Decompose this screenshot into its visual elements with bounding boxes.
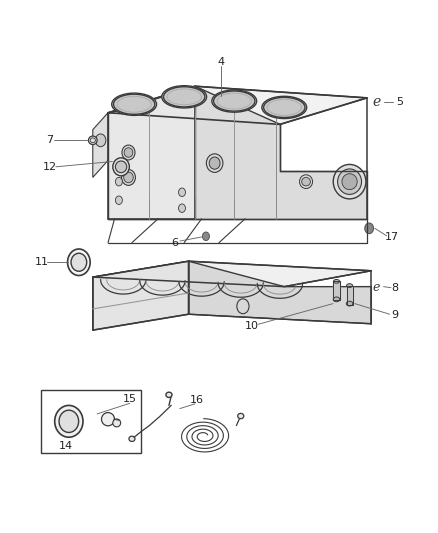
Ellipse shape [333,279,339,283]
Ellipse shape [166,392,172,398]
Text: 6: 6 [171,238,178,248]
Circle shape [237,299,249,314]
Text: e: e [372,95,381,109]
Polygon shape [333,281,339,301]
Circle shape [95,134,106,147]
Bar [41,390,141,453]
Text: 14: 14 [59,441,73,451]
Ellipse shape [55,406,83,437]
Ellipse shape [264,98,305,117]
Text: 7: 7 [46,135,54,146]
Text: 16: 16 [190,395,204,405]
Ellipse shape [124,148,133,157]
Ellipse shape [302,177,311,186]
Text: 17: 17 [385,232,399,243]
Ellipse shape [346,284,353,287]
Ellipse shape [163,87,205,107]
Ellipse shape [333,165,366,199]
Text: 12: 12 [43,162,57,172]
Text: 4: 4 [218,58,225,67]
Ellipse shape [67,249,90,276]
Circle shape [365,223,374,233]
Polygon shape [195,86,367,219]
Text: e: e [373,281,380,294]
Polygon shape [108,86,195,219]
Ellipse shape [262,96,307,118]
Ellipse shape [212,90,257,112]
Text: 10: 10 [245,321,259,331]
Text: 5: 5 [396,97,403,107]
Circle shape [116,177,122,186]
Ellipse shape [113,158,129,176]
Ellipse shape [116,161,127,173]
Polygon shape [108,86,367,124]
Ellipse shape [209,157,220,169]
Ellipse shape [59,410,79,432]
Ellipse shape [113,419,120,427]
Ellipse shape [346,301,353,306]
Circle shape [179,204,185,213]
Ellipse shape [342,174,357,190]
Ellipse shape [88,136,97,144]
Ellipse shape [129,436,135,441]
Ellipse shape [338,169,361,195]
Ellipse shape [162,86,207,108]
Ellipse shape [333,297,340,302]
Text: 11: 11 [35,257,49,267]
Circle shape [202,232,209,240]
Ellipse shape [206,154,223,172]
Ellipse shape [214,91,255,111]
Ellipse shape [112,93,156,115]
Polygon shape [93,261,371,287]
Ellipse shape [238,414,244,419]
Ellipse shape [102,413,115,426]
Polygon shape [93,113,108,177]
Ellipse shape [300,175,313,189]
Polygon shape [188,261,371,324]
Polygon shape [93,261,188,330]
Ellipse shape [122,145,135,160]
Polygon shape [346,286,353,305]
Ellipse shape [71,253,87,271]
Ellipse shape [121,169,135,185]
Circle shape [179,188,185,197]
Circle shape [116,196,122,205]
Text: 8: 8 [392,282,399,293]
Text: 9: 9 [392,310,399,320]
Ellipse shape [113,94,155,114]
Ellipse shape [124,172,133,183]
Text: 15: 15 [123,394,137,404]
